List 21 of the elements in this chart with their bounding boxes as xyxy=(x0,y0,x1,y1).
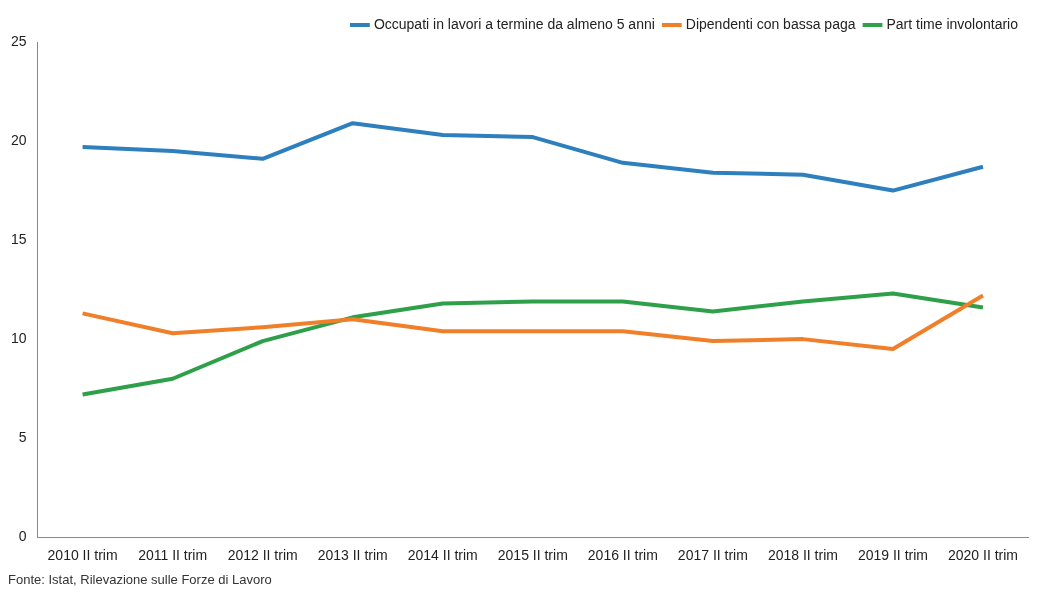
x-tick-label: 2013 II trim xyxy=(317,547,388,564)
x-tick-label: 2011 II trim xyxy=(138,547,208,564)
x-tick-label: 2010 II trim xyxy=(47,547,118,564)
source-note: Fonte: Istat, Rilevazione sulle Forze di Lavoro xyxy=(8,572,273,587)
legend-label: Part time involontario xyxy=(886,15,1019,32)
y-tick-label: 0 xyxy=(18,528,27,545)
legend-label: Occupati in lavori a termine da almeno 5 anni xyxy=(373,15,655,32)
y-tick-label: 15 xyxy=(10,230,27,247)
y-tick-label: 25 xyxy=(10,32,27,49)
x-tick-label: 2020 II trim xyxy=(947,547,1018,564)
x-tick-label: 2015 II trim xyxy=(497,547,568,564)
legend-label: Dipendenti con bassa paga xyxy=(685,15,856,32)
x-tick-label: 2016 II trim xyxy=(587,547,658,564)
x-tick-label: 2019 II trim xyxy=(857,547,928,564)
y-tick-label: 20 xyxy=(10,131,27,148)
x-tick-label: 2017 II trim xyxy=(677,547,748,564)
x-tick-label: 2012 II trim xyxy=(227,547,298,564)
x-tick-label: 2014 II trim xyxy=(407,547,478,564)
y-tick-label: 10 xyxy=(10,329,27,346)
y-tick-label: 5 xyxy=(18,429,27,446)
x-tick-label: 2018 II trim xyxy=(767,547,838,564)
